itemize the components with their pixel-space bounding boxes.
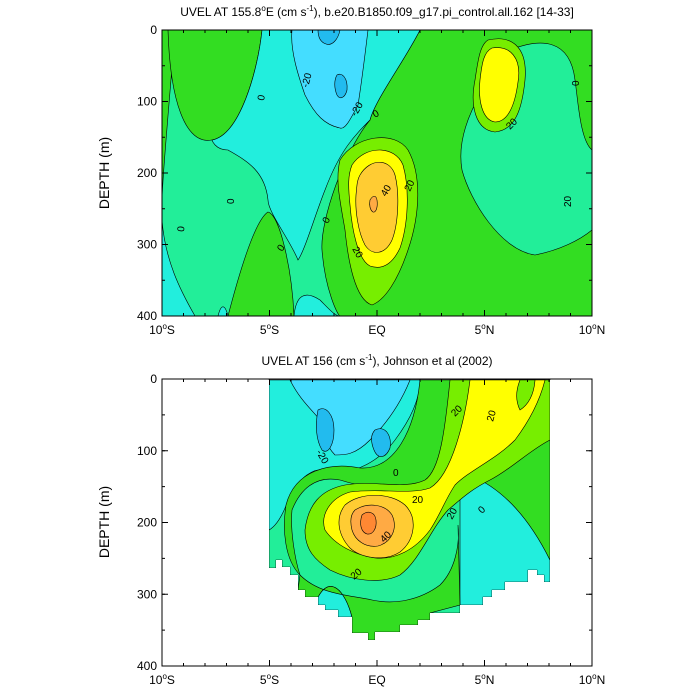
ytick-label: 0 — [150, 23, 157, 37]
xtick-label: 5oS — [260, 322, 279, 337]
xtick-label: 10oS — [149, 672, 175, 687]
field-level-m30 — [316, 408, 335, 452]
ytick-label: 400 — [137, 309, 157, 323]
field-level-m30 — [317, 30, 341, 45]
field-level-m30 — [371, 428, 391, 457]
contour-label: 20 — [485, 409, 499, 423]
panel-model-contour-labels: -20 -20 0 0 0 0 0 0 0 20 20 20 20 40 — [176, 72, 582, 261]
xtick-label: 10oN — [579, 322, 605, 337]
contour-label: 20 — [412, 495, 424, 506]
contour-label: 0 — [256, 94, 268, 102]
ytick-label: 0 — [150, 372, 157, 386]
field-level-10 — [297, 524, 461, 641]
ytick-label: 200 — [137, 166, 157, 180]
field-missing — [162, 380, 592, 666]
panel-model-field — [162, 30, 592, 316]
field-level-m20 — [289, 379, 411, 456]
xtick-label: 10oN — [579, 672, 605, 687]
contour-label: 20 — [445, 506, 460, 522]
xtick-label: 5oN — [475, 672, 495, 687]
panel-model-ylabel: DEPTH (m) — [96, 137, 112, 209]
contour-label: 0 — [176, 225, 187, 232]
contour-label: 0 — [275, 242, 287, 253]
field-level-30 — [479, 47, 520, 123]
panel-observed-title: UVEL AT 156 (cm s-1), Johnson et al (200… — [261, 353, 492, 368]
contour-label: 0 — [393, 468, 399, 479]
ytick-label: 200 — [137, 516, 157, 530]
xtick-label: EQ — [368, 323, 385, 337]
panel-observed: UVEL AT 156 (cm s-1), Johnson et al (200… — [96, 353, 605, 687]
contour-label: -20 — [300, 72, 314, 89]
contour-label: 20 — [349, 245, 364, 261]
contour-label: 40 — [379, 183, 394, 199]
xtick-label: 5oS — [260, 672, 279, 687]
panel-observed-field — [162, 379, 592, 666]
field-level-m10 — [211, 30, 421, 261]
contour-label: 0 — [321, 215, 334, 225]
field-level-20 — [516, 379, 536, 411]
field-level-50 — [369, 195, 378, 213]
field-level-m20 — [291, 30, 369, 129]
panel-model: UVEL AT 155.8oE (cm s-1), b.e20.B1850.f0… — [96, 4, 605, 337]
field-level-m30 — [334, 73, 348, 99]
field-level-60 — [360, 511, 377, 535]
xtick-label: EQ — [368, 673, 385, 687]
field-level-10 — [227, 211, 295, 316]
ytick-label: 100 — [137, 444, 157, 458]
contour-label: 0 — [226, 198, 237, 204]
contour-label: 20 — [563, 195, 574, 207]
field-level-m10 — [293, 294, 341, 316]
ytick-label: 300 — [137, 587, 157, 601]
panel-model-title: UVEL AT 155.8oE (cm s-1), b.e20.B1850.f0… — [180, 4, 574, 19]
xtick-label: 5oN — [475, 322, 495, 337]
ytick-label: 100 — [137, 95, 157, 109]
panel-observed-ylabel: DEPTH (m) — [96, 486, 112, 558]
contour-label: 0 — [571, 80, 582, 86]
xtick-label: 10oS — [149, 322, 175, 337]
ytick-label: 300 — [137, 238, 157, 252]
contour-label: 0 — [371, 108, 382, 121]
contour-label: 20 — [403, 178, 418, 193]
ytick-label: 400 — [137, 659, 157, 673]
